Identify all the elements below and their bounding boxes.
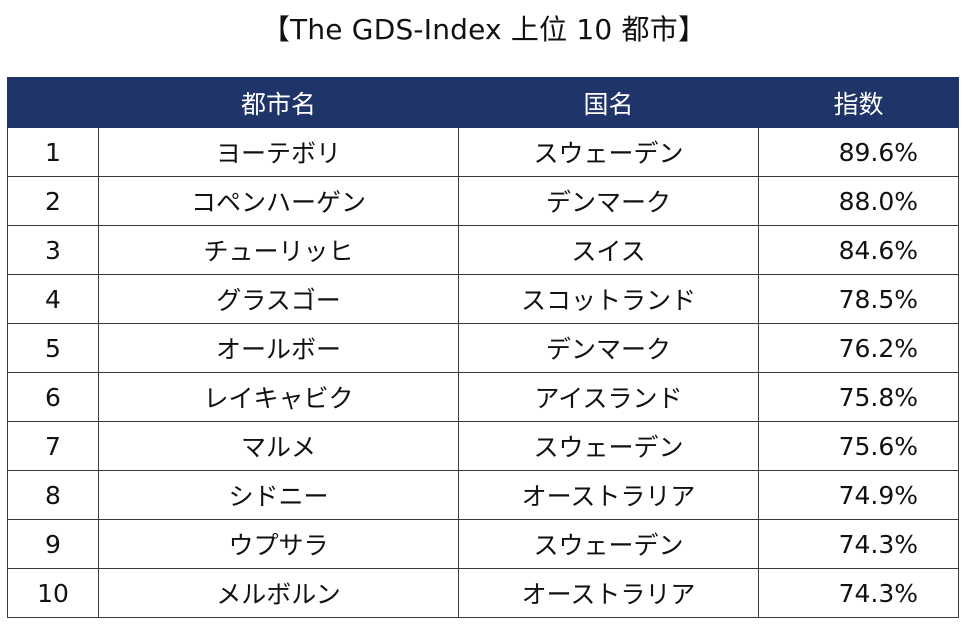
table-row: 5 オールボー デンマーク 76.2% [7, 323, 959, 373]
header-city: 都市名 [98, 77, 459, 128]
rank-cell: 5 [7, 323, 99, 373]
index-cell: 75.6% [758, 421, 959, 471]
country-cell: デンマーク [458, 323, 759, 373]
ranking-table: 都市名 国名 指数 1 ヨーテボリ スウェーデン 89.6% 2 コペンハーゲン… [7, 77, 959, 618]
index-cell: 89.6% [758, 127, 959, 177]
city-cell: マルメ [98, 421, 459, 471]
rank-cell: 8 [7, 470, 99, 520]
table-row: 8 シドニー オーストラリア 74.9% [7, 470, 959, 520]
page-title: 【The GDS-Index 上位 10 都市】 [261, 13, 707, 46]
index-cell: 76.2% [758, 323, 959, 373]
table-row: 9 ウプサラ スウェーデン 74.3% [7, 519, 959, 569]
rank-cell: 7 [7, 421, 99, 471]
country-cell: アイスランド [458, 372, 759, 422]
table-row: 3 チューリッヒ スイス 84.6% [7, 225, 959, 275]
city-cell: メルボルン [98, 568, 459, 618]
header-rank [7, 77, 99, 128]
header-index: 指数 [758, 77, 959, 128]
city-cell: グラスゴー [98, 274, 459, 324]
index-cell: 74.9% [758, 470, 959, 520]
table-row: 2 コペンハーゲン デンマーク 88.0% [7, 176, 959, 226]
table-row: 1 ヨーテボリ スウェーデン 89.6% [7, 127, 959, 177]
country-cell: スウェーデン [458, 127, 759, 177]
rank-cell: 2 [7, 176, 99, 226]
country-cell: スウェーデン [458, 519, 759, 569]
table-header: 都市名 国名 指数 [7, 77, 959, 128]
index-cell: 84.6% [758, 225, 959, 275]
table-row: 6 レイキャビク アイスランド 75.8% [7, 372, 959, 422]
index-cell: 74.3% [758, 519, 959, 569]
index-cell: 78.5% [758, 274, 959, 324]
country-cell: オーストラリア [458, 568, 759, 618]
table-row: 4 グラスゴー スコットランド 78.5% [7, 274, 959, 324]
city-cell: オールボー [98, 323, 459, 373]
table-row: 7 マルメ スウェーデン 75.6% [7, 421, 959, 471]
city-cell: シドニー [98, 470, 459, 520]
rank-cell: 4 [7, 274, 99, 324]
country-cell: オーストラリア [458, 470, 759, 520]
rank-cell: 3 [7, 225, 99, 275]
index-cell: 75.8% [758, 372, 959, 422]
country-cell: スコットランド [458, 274, 759, 324]
rank-cell: 10 [7, 568, 99, 618]
rank-cell: 9 [7, 519, 99, 569]
index-cell: 74.3% [758, 568, 959, 618]
rank-cell: 6 [7, 372, 99, 422]
country-cell: スイス [458, 225, 759, 275]
table-body: 1 ヨーテボリ スウェーデン 89.6% 2 コペンハーゲン デンマーク 88.… [7, 127, 959, 618]
city-cell: ヨーテボリ [98, 127, 459, 177]
header-row: 都市名 国名 指数 [7, 77, 959, 128]
city-cell: レイキャビク [98, 372, 459, 422]
header-country: 国名 [458, 77, 759, 128]
city-cell: ウプサラ [98, 519, 459, 569]
country-cell: デンマーク [458, 176, 759, 226]
rank-cell: 1 [7, 127, 99, 177]
country-cell: スウェーデン [458, 421, 759, 471]
index-cell: 88.0% [758, 176, 959, 226]
table-row: 10 メルボルン オーストラリア 74.3% [7, 568, 959, 618]
city-cell: チューリッヒ [98, 225, 459, 275]
city-cell: コペンハーゲン [98, 176, 459, 226]
